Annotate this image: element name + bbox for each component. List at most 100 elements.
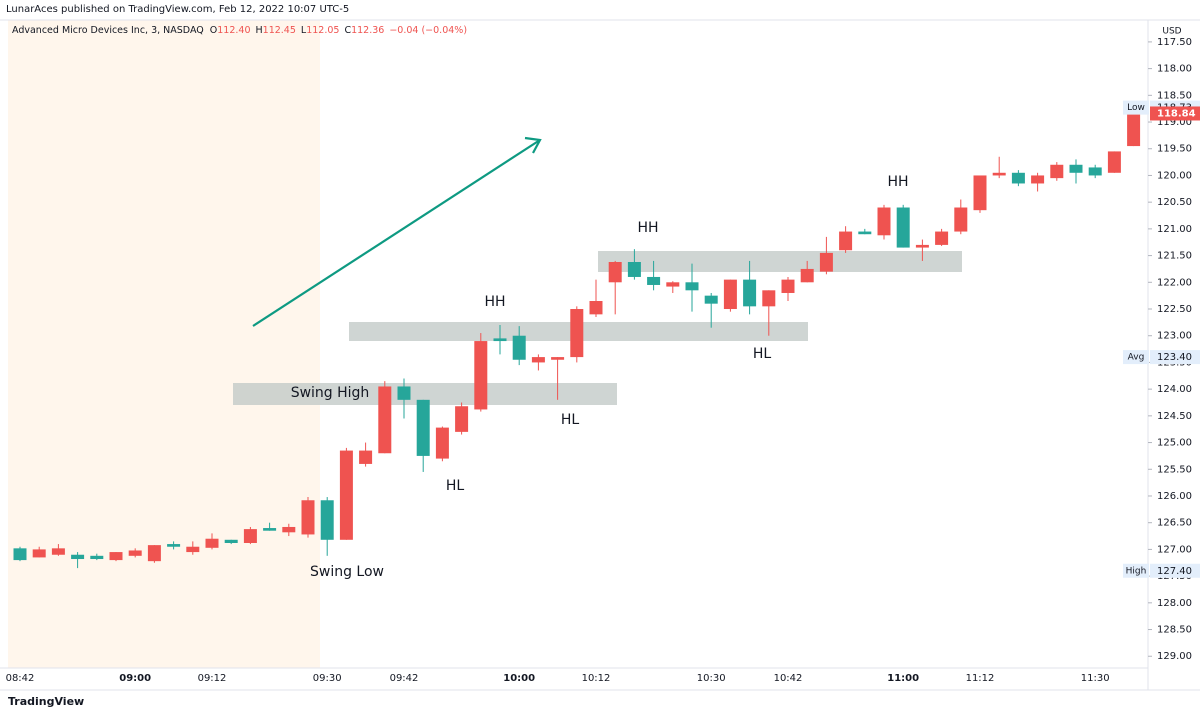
- candles: [13, 106, 1141, 569]
- candle-body: [224, 539, 238, 543]
- candle-body: [627, 261, 641, 277]
- candle-body: [243, 529, 257, 543]
- y-tick-label: 120.50: [1157, 197, 1192, 208]
- legend-value: 112.45: [262, 25, 296, 36]
- candle-body: [282, 526, 296, 533]
- y-tick-label: 122.00: [1157, 277, 1192, 288]
- candle-body: [973, 175, 987, 211]
- y-tick-label: 128.50: [1157, 625, 1192, 636]
- legend-key: C: [344, 25, 352, 36]
- candle-body: [90, 555, 104, 560]
- marker-value-bg: [1150, 563, 1200, 578]
- candle-body: [800, 268, 814, 283]
- x-tick-label: 10:00: [503, 673, 535, 684]
- candle-body: [263, 528, 277, 531]
- marker-name: Low: [1127, 103, 1145, 113]
- annotation: HL: [446, 478, 465, 494]
- marker-name-bg: [1123, 100, 1149, 115]
- candle-body: [493, 338, 507, 342]
- candle-body: [512, 335, 526, 360]
- x-tick-label: 10:12: [582, 673, 611, 684]
- annotation: HH: [484, 294, 505, 310]
- currency: USD: [1162, 27, 1181, 37]
- y-tick-label: 119.00: [1157, 117, 1192, 128]
- candle-body: [877, 207, 891, 236]
- candle-body: [915, 244, 929, 248]
- annotation: HL: [753, 346, 772, 362]
- marker-value: 123.40: [1157, 352, 1192, 363]
- y-tick-label: 125.00: [1157, 438, 1192, 449]
- candle-body: [704, 295, 718, 304]
- x-tick-label: 10:42: [774, 673, 803, 684]
- candle-body: [608, 261, 622, 283]
- candle-body: [781, 279, 795, 293]
- candle-body: [1011, 172, 1025, 184]
- candle-body: [1127, 113, 1141, 147]
- candle-body: [896, 207, 910, 248]
- x-tick-label: 11:00: [887, 673, 919, 684]
- candle-body: [359, 450, 373, 464]
- x-tick-label: 11:30: [1081, 673, 1110, 684]
- candle-body: [1031, 175, 1045, 184]
- ohlc-legend: Advanced Micro Devices Inc, 3, NASDAQ O 11…: [12, 25, 472, 36]
- annotation: Swing High: [291, 385, 370, 401]
- y-tick-label: 119.50: [1157, 144, 1192, 155]
- trend-arrow: [252, 136, 542, 327]
- y-tick-label: 120.00: [1157, 170, 1192, 181]
- candle-body: [954, 207, 968, 232]
- candle-body: [205, 538, 219, 548]
- candle-body: [723, 279, 737, 310]
- candle-body: [455, 406, 469, 432]
- candle-body: [1088, 167, 1102, 176]
- candle-body: [1050, 164, 1064, 179]
- candle-body: [397, 386, 411, 400]
- candle-body: [378, 386, 392, 454]
- legend-change: −0.04 (−0.04%): [389, 25, 468, 36]
- candle-body: [743, 279, 757, 307]
- zone: [233, 383, 617, 405]
- legend-value: 112.36: [351, 25, 385, 36]
- legend-key: L: [300, 25, 307, 36]
- candle-body: [858, 231, 872, 235]
- y-tick-label: 118.00: [1157, 64, 1192, 75]
- candle-body: [935, 231, 949, 245]
- candle-body: [109, 552, 123, 561]
- candle-body: [147, 545, 161, 562]
- annotation: HL: [561, 412, 580, 428]
- marker-name: Avg: [1128, 353, 1145, 363]
- arrow-head: [524, 136, 542, 154]
- candle-body: [339, 450, 353, 540]
- x-tick-label: 09:00: [119, 673, 151, 684]
- candle-body: [647, 276, 661, 285]
- candle-body: [1107, 151, 1121, 173]
- candle-body: [551, 357, 565, 360]
- legend-key: O: [209, 25, 218, 36]
- annotation: HH: [637, 220, 658, 236]
- pre-market-shade: [8, 20, 320, 668]
- candle-body: [762, 290, 776, 307]
- marker-name-bg: [1123, 350, 1149, 365]
- y-tick-label: 123.00: [1157, 331, 1192, 342]
- legend-title: Advanced Micro Devices Inc, 3, NASDAQ: [12, 25, 204, 36]
- legend-value: 112.05: [306, 25, 340, 36]
- candle-body: [685, 282, 699, 291]
- y-tick-label: 126.00: [1157, 491, 1192, 502]
- y-tick-label: 126.50: [1157, 518, 1192, 529]
- y-tick-label: 122.50: [1157, 304, 1192, 315]
- candle-body: [570, 309, 584, 358]
- publisher: LunarAces published on TradingView.com, …: [6, 4, 350, 15]
- candle-body: [13, 548, 27, 561]
- candle-body: [416, 399, 430, 456]
- x-tick-label: 09:30: [313, 673, 342, 684]
- zone: [598, 251, 962, 272]
- candle-body: [589, 300, 603, 315]
- marker-value-bg: [1150, 350, 1200, 365]
- candle-body: [666, 282, 680, 287]
- x-tick-label: 09:42: [390, 673, 419, 684]
- marker-value: 127.40: [1157, 566, 1192, 577]
- arrow-line: [252, 139, 541, 327]
- y-tick-label: 121.50: [1157, 251, 1192, 262]
- annotation: Swing Low: [310, 564, 384, 580]
- candle-body: [301, 500, 315, 535]
